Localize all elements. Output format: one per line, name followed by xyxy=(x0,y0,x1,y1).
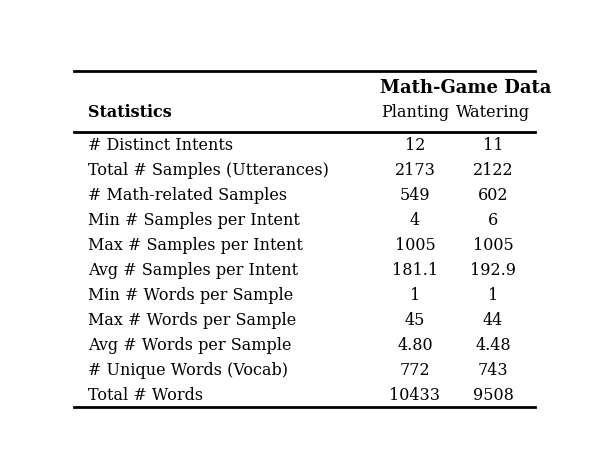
Text: Max # Samples per Intent: Max # Samples per Intent xyxy=(88,237,303,254)
Text: 45: 45 xyxy=(405,312,425,329)
Text: Min # Samples per Intent: Min # Samples per Intent xyxy=(88,212,300,229)
Text: 1: 1 xyxy=(488,287,498,304)
Text: Total # Words: Total # Words xyxy=(88,387,203,404)
Text: 549: 549 xyxy=(400,187,430,204)
Text: 743: 743 xyxy=(478,362,508,379)
Text: 6: 6 xyxy=(488,212,498,229)
Text: 4.48: 4.48 xyxy=(475,337,511,354)
Text: 12: 12 xyxy=(405,137,425,154)
Text: 10433: 10433 xyxy=(390,387,440,404)
Text: # Distinct Intents: # Distinct Intents xyxy=(88,137,233,154)
Text: Max # Words per Sample: Max # Words per Sample xyxy=(88,312,296,329)
Text: 192.9: 192.9 xyxy=(470,262,516,279)
Text: 4: 4 xyxy=(410,212,420,229)
Text: 602: 602 xyxy=(478,187,508,204)
Text: # Math-related Samples: # Math-related Samples xyxy=(88,187,287,204)
Text: 1005: 1005 xyxy=(473,237,514,254)
Text: 4.80: 4.80 xyxy=(397,337,432,354)
Text: 11: 11 xyxy=(483,137,504,154)
Text: Statistics: Statistics xyxy=(88,104,172,121)
Text: Planting: Planting xyxy=(381,104,449,121)
Text: Math-Game Data: Math-Game Data xyxy=(380,79,551,97)
Text: Min # Words per Sample: Min # Words per Sample xyxy=(88,287,293,304)
Text: 9508: 9508 xyxy=(473,387,514,404)
Text: 772: 772 xyxy=(400,362,430,379)
Text: Avg # Samples per Intent: Avg # Samples per Intent xyxy=(88,262,298,279)
Text: 2122: 2122 xyxy=(473,162,513,179)
Text: Total # Samples (Utterances): Total # Samples (Utterances) xyxy=(88,162,329,179)
Text: 181.1: 181.1 xyxy=(392,262,438,279)
Text: Avg # Words per Sample: Avg # Words per Sample xyxy=(88,337,292,354)
Text: Watering: Watering xyxy=(456,104,530,121)
Text: 44: 44 xyxy=(483,312,503,329)
Text: # Unique Words (Vocab): # Unique Words (Vocab) xyxy=(88,362,288,379)
Text: 1: 1 xyxy=(410,287,420,304)
Text: 1005: 1005 xyxy=(394,237,435,254)
Text: 2173: 2173 xyxy=(394,162,435,179)
